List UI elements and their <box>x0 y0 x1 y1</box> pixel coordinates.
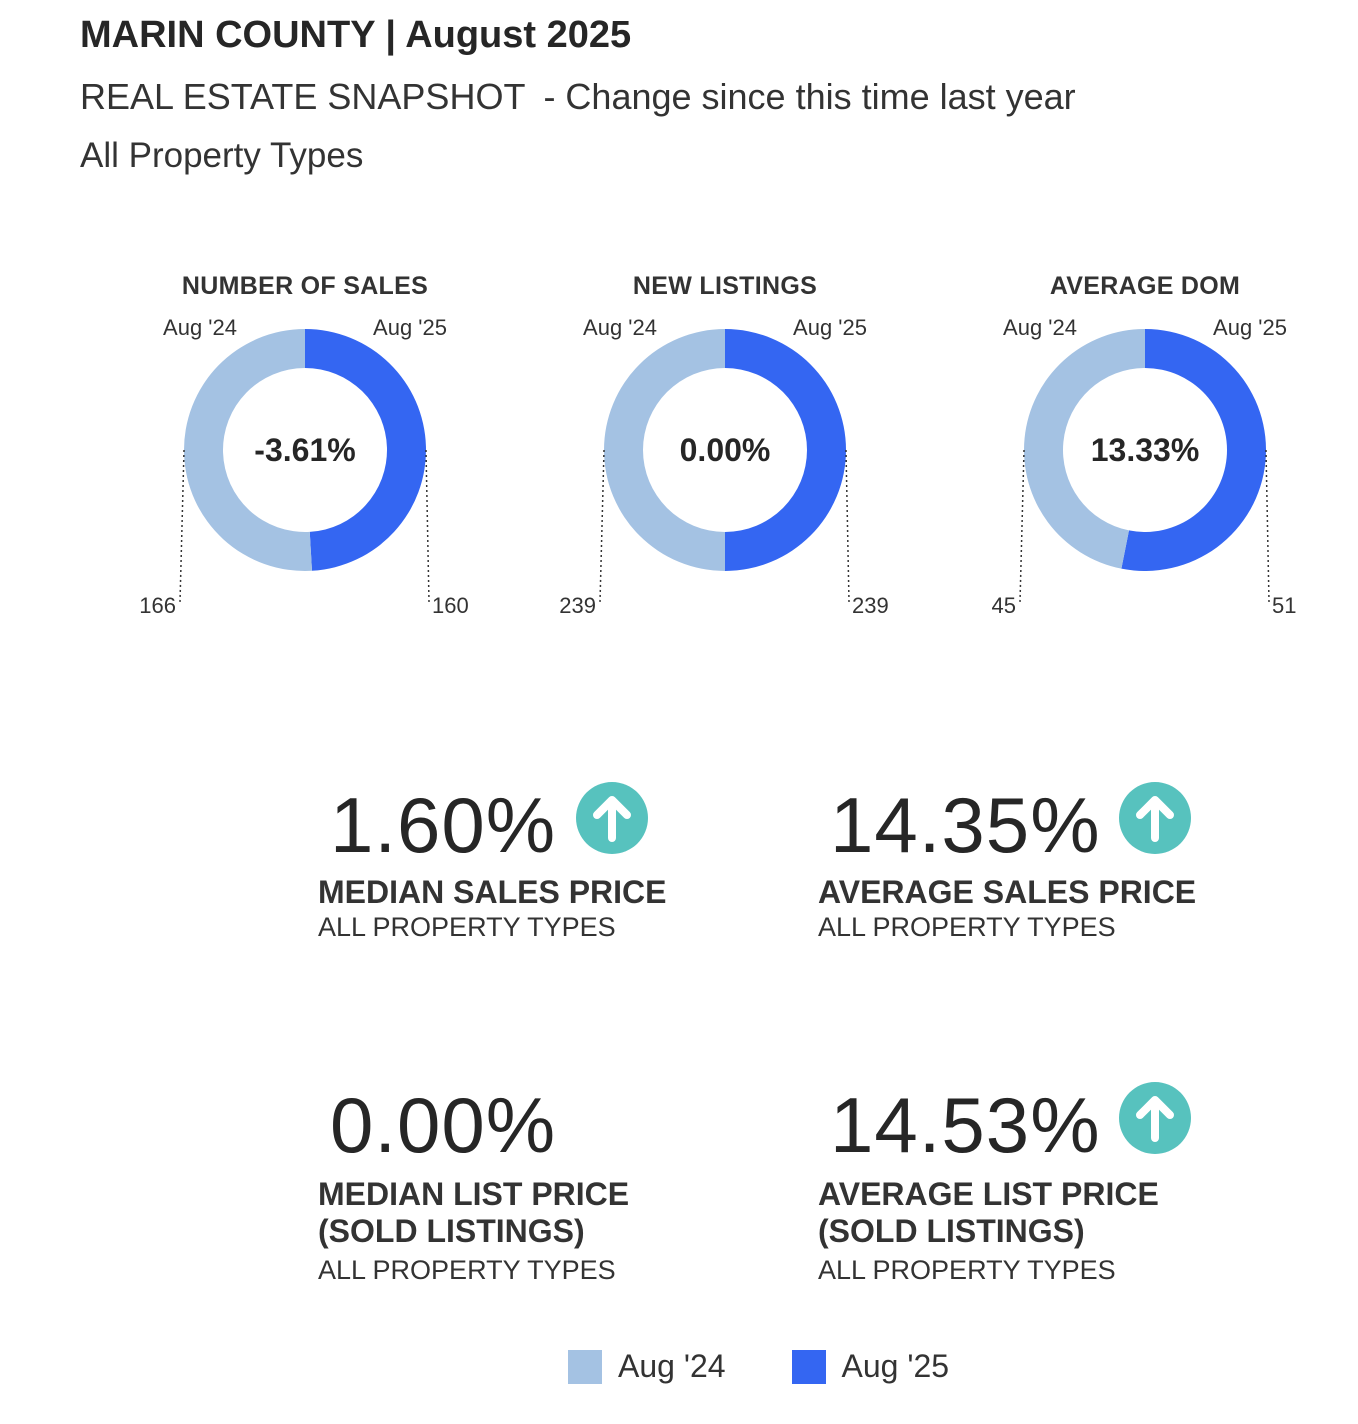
donut-category-label-prev: Aug '24 <box>163 315 237 340</box>
donut-title: AVERAGE DOM <box>1049 272 1241 300</box>
donut-value-label-prev: 45 <box>992 593 1016 618</box>
donut-svg: Aug '24 Aug '25 -3.61% 166 160 <box>139 315 469 618</box>
donut-value-label-curr: 160 <box>432 593 469 618</box>
donut-value-label-curr: 51 <box>1272 593 1296 618</box>
kpi-label-line-1: MEDIAN LIST PRICE <box>318 1176 630 1212</box>
legend-label-prev-year: Aug '24 <box>618 1348 726 1384</box>
kpi-label: AVERAGE SALES PRICE <box>818 874 1197 910</box>
donut-svg: Aug '24 Aug '25 0.00% 239 239 <box>559 315 889 618</box>
donut-svg: Aug '24 Aug '25 13.33% 45 51 <box>992 315 1297 618</box>
leader-line-prev <box>179 449 185 603</box>
donut-center-label: 0.00% <box>680 432 771 468</box>
donut-slice-prev-year <box>1024 329 1145 569</box>
up-arrow-glyph <box>1119 1082 1191 1154</box>
kpi-label: MEDIAN SALES PRICE <box>318 874 667 910</box>
up-arrow-circle-icon <box>1119 782 1191 854</box>
donut-category-label-prev: Aug '24 <box>583 315 657 340</box>
donut-chart-average-dom: AVERAGE DOM Aug '24 Aug '25 13.33% 45 51 <box>945 260 1345 640</box>
leader-line-curr <box>845 449 850 603</box>
kpi-value: 14.35% <box>830 781 1101 869</box>
donut-slice-curr-year <box>305 329 426 571</box>
page-title: MARIN COUNTY | August 2025 <box>80 14 632 56</box>
donut-center-label: -3.61% <box>254 432 355 468</box>
donut-slice-curr-year <box>725 329 846 571</box>
donut-center-label: 13.33% <box>1091 432 1200 468</box>
donut-title: NEW LISTINGS <box>632 272 818 300</box>
kpi-value: 14.53% <box>830 1081 1101 1169</box>
kpi-value: 1.60% <box>330 781 557 869</box>
subtitle-main: REAL ESTATE SNAPSHOT <box>80 76 526 117</box>
donut-slice-curr-year <box>1121 329 1266 571</box>
donut-value-label-prev: 166 <box>139 593 176 618</box>
up-arrow-glyph <box>576 782 648 854</box>
donut-slice-prev-year <box>604 329 725 571</box>
donut-value-label-curr: 239 <box>852 593 889 618</box>
kpi-label-line-1: AVERAGE LIST PRICE <box>818 1176 1159 1212</box>
property-filter-label: All Property Types <box>80 136 364 175</box>
subtitle-change: - Change since this time last year <box>543 76 1076 117</box>
legend-label-curr-year: Aug '25 <box>841 1348 950 1384</box>
donut-chart-new-listings: NEW LISTINGS Aug '24 Aug '25 0.00% 239 239 <box>525 260 925 640</box>
leader-line-curr <box>1265 449 1270 603</box>
donut-value-label-prev: 239 <box>559 593 596 618</box>
leader-line-prev <box>599 449 605 603</box>
kpi-sublabel: ALL PROPERTY TYPES <box>818 911 1116 942</box>
up-arrow-glyph <box>1119 782 1191 854</box>
donut-category-label-curr: Aug '25 <box>373 315 447 340</box>
leader-line-prev <box>1019 449 1025 603</box>
kpi-label-line-2: (SOLD LISTINGS) <box>818 1212 1085 1249</box>
kpi-sublabel: ALL PROPERTY TYPES <box>318 1254 616 1285</box>
donut-category-label-curr: Aug '25 <box>793 315 867 340</box>
up-arrow-circle-icon <box>1119 1082 1191 1154</box>
up-arrow-circle-icon <box>576 782 648 854</box>
donut-title: NUMBER OF SALES <box>181 272 429 300</box>
donut-category-label-curr: Aug '25 <box>1213 315 1287 340</box>
donut-category-label-prev: Aug '24 <box>1003 315 1077 340</box>
donut-slice-prev-year <box>183 329 312 571</box>
chart-legend: Aug '24 Aug '25 <box>568 1348 1015 1385</box>
kpi-label-line-2: (SOLD LISTINGS) <box>318 1212 585 1249</box>
kpi-sublabel: ALL PROPERTY TYPES <box>818 1254 1116 1285</box>
kpi-sublabel: ALL PROPERTY TYPES <box>318 911 616 942</box>
page-subtitle: REAL ESTATE SNAPSHOT - Change since this … <box>80 76 1076 118</box>
kpi-average-list-price: 14.53% AVERAGE LIST PRICE (SOLD LISTINGS… <box>818 1081 1298 1286</box>
leader-line-curr <box>425 449 430 603</box>
kpi-median-sales-price: 1.60% MEDIAN SALES PRICE ALL PROPERTY TY… <box>318 781 798 943</box>
legend-swatch-curr-year <box>791 1349 826 1384</box>
kpi-value: 0.00% <box>330 1081 557 1169</box>
legend-swatch-prev-year <box>568 1349 602 1384</box>
kpi-median-list-price: 0.00% MEDIAN LIST PRICE (SOLD LISTINGS) … <box>318 1086 798 1286</box>
donut-chart-number-of-sales: NUMBER OF SALES Aug '24 Aug '25 -3.61% 166 1… <box>105 260 505 640</box>
kpi-average-sales-price: 14.35% AVERAGE SALES PRICE ALL PROPERTY … <box>818 781 1298 943</box>
